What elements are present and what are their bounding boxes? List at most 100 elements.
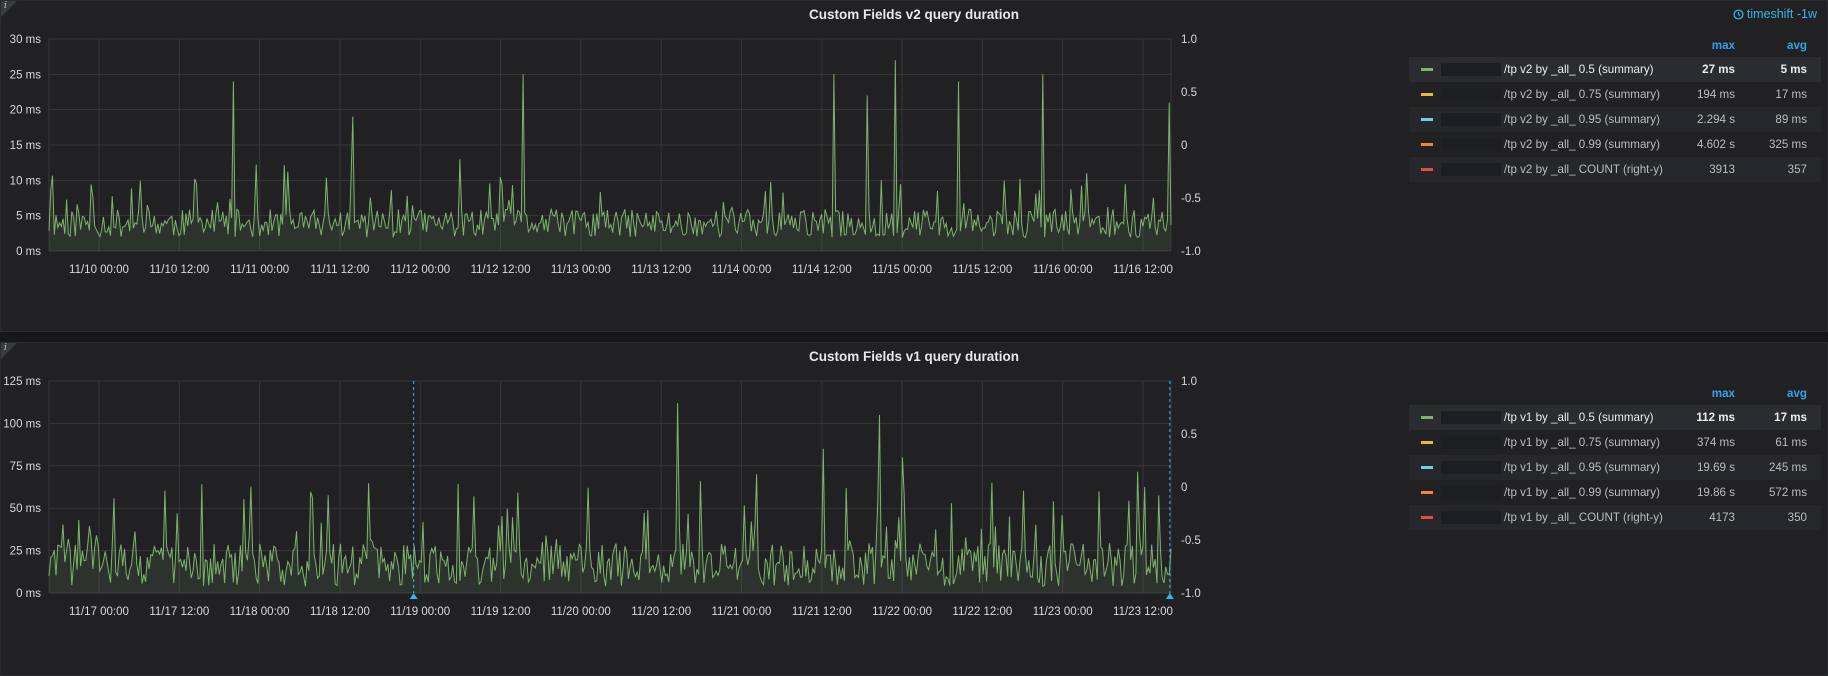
legend-row[interactable]: /tp v1 by _all_ 0.5 (summary) 112 ms 17 … [1409,405,1821,430]
redacted-prefix [1441,113,1501,126]
series-swatch [1421,416,1433,419]
y-left-tick-label: 30 ms [10,34,42,46]
legend-v1: max avg /tp v1 by _all_ 0.5 (summary) 11… [1409,385,1821,530]
info-icon[interactable]: i [4,343,7,353]
panel-info-corner[interactable] [1,343,17,359]
series-swatch [1421,466,1433,469]
y-left-tick-label: 0 ms [16,246,41,258]
legend-max-value: 112 ms [1696,411,1735,424]
x-tick-label: 11/11 00:00 [230,264,289,276]
y-left-tick-label: 25 ms [10,69,42,81]
x-tick-label: 11/19 00:00 [390,606,450,618]
legend-row[interactable]: /tp v2 by _all_ 0.75 (summary) 194 ms 17… [1409,82,1821,107]
legend-avg-header[interactable]: avg [1787,39,1807,52]
legend-series-name: /tp v2 by _all_ 0.5 (summary) [1504,63,1654,76]
legend-avg-value: 17 ms [1775,88,1807,101]
panel-title[interactable]: Custom Fields v2 query duration [808,7,1020,22]
legend-max-value: 4.602 s [1696,138,1735,151]
x-tick-label: 11/12 00:00 [390,264,450,276]
legend-max-header[interactable]: max [1711,39,1735,52]
y-right-tick-label: -1.0 [1181,588,1201,600]
clock-icon [1733,8,1744,20]
x-tick-label: 11/17 00:00 [69,606,129,618]
x-tick-label: 11/20 12:00 [631,606,691,618]
annotation-marker [1165,593,1174,599]
y-right-tick-label: 0.5 [1181,87,1197,99]
legend-header: max avg [1409,37,1821,57]
legend-avg-value: 5 ms [1780,63,1807,76]
legend-row[interactable]: /tp v2 by _all_ COUNT (right-y) 3913 357 [1409,157,1821,182]
x-tick-label: 11/18 00:00 [230,606,290,618]
legend-max-value: 19.69 s [1696,461,1735,474]
y-left-tick-label: 5 ms [16,211,41,223]
x-tick-label: 11/13 00:00 [551,264,611,276]
redacted-prefix [1441,486,1501,499]
graph-v2[interactable]: 30 ms 25 ms 20 ms 15 ms 10 ms 5 ms 0 ms 1.0 0.5 0… [1,27,1371,327]
x-tick-label: 11/16 12:00 [1113,264,1173,276]
legend-avg-value: 89 ms [1775,113,1807,126]
x-tick-label: 11/15 12:00 [952,264,1012,276]
series-swatch [1421,441,1433,444]
panel-info-corner[interactable] [1,1,17,17]
legend-series-name: /tp v1 by _all_ COUNT (right-y) [1504,511,1663,524]
legend-row[interactable]: /tp v1 by _all_ 0.75 (summary) 374 ms 61… [1409,430,1821,455]
legend-max-header[interactable]: max [1711,387,1735,400]
y-right-tick-label: 0 [1181,140,1187,152]
x-tick-label: 11/15 00:00 [872,264,932,276]
y-left-tick-label: 100 ms [3,418,41,430]
x-tick-label: 11/22 12:00 [952,606,1012,618]
info-icon[interactable]: i [4,1,7,11]
x-tick-label: 11/16 00:00 [1033,264,1093,276]
y-left-tick-label: 75 ms [10,461,42,473]
redacted-prefix [1441,63,1501,76]
series-swatch [1421,168,1433,171]
legend-v2: max avg /tp v2 by _all_ 0.5 (summary) 27… [1409,37,1821,182]
redacted-prefix [1441,138,1501,151]
legend-row[interactable]: /tp v1 by _all_ COUNT (right-y) 4173 350 [1409,505,1821,530]
panel-title[interactable]: Custom Fields v1 query duration [808,349,1020,364]
redacted-prefix [1441,436,1501,449]
y-right-tick-label: 0 [1181,482,1187,494]
x-tick-label: 11/22 00:00 [872,606,932,618]
x-tick-label: 11/14 00:00 [712,264,772,276]
series-swatch [1421,491,1433,494]
x-tick-label: 11/12 12:00 [471,264,531,276]
y-left-tick-label: 125 ms [3,376,41,388]
x-tick-label: 11/20 00:00 [551,606,611,618]
legend-avg-value: 572 ms [1768,486,1807,499]
redacted-prefix [1441,88,1501,101]
redacted-prefix [1441,163,1501,176]
y-right-tick-label: 1.0 [1181,34,1197,46]
legend-avg-value: 325 ms [1768,138,1807,151]
legend-avg-header[interactable]: avg [1787,387,1807,400]
legend-row[interactable]: /tp v2 by _all_ 0.95 (summary) 2.294 s 8… [1409,107,1821,132]
legend-row[interactable]: /tp v2 by _all_ 0.99 (summary) 4.602 s 3… [1409,132,1821,157]
legend-series-name: /tp v2 by _all_ COUNT (right-y) [1504,163,1663,176]
legend-avg-value: 61 ms [1775,436,1807,449]
y-left-tick-label: 15 ms [10,140,42,152]
y-left-tick-label: 20 ms [10,105,42,117]
series-swatch [1421,516,1433,519]
x-tick-label: 11/18 12:00 [310,606,370,618]
x-tick-label: 11/21 00:00 [712,606,772,618]
legend-avg-value: 357 [1787,163,1807,176]
legend-max-value: 27 ms [1702,63,1735,76]
series-swatch [1421,118,1433,121]
timeshift-indicator: timeshift -1w [1733,7,1817,21]
x-tick-label: 11/13 12:00 [631,264,691,276]
legend-max-value: 374 ms [1696,436,1735,449]
legend-row[interactable]: /tp v1 by _all_ 0.95 (summary) 19.69 s 2… [1409,455,1821,480]
legend-row[interactable]: /tp v1 by _all_ 0.99 (summary) 19.86 s 5… [1409,480,1821,505]
y-right-tick-label: -0.5 [1181,535,1201,547]
graph-v1[interactable]: 125 ms 100 ms 75 ms 50 ms 25 ms 0 ms 1.0 0.5 0 -0… [1,369,1371,669]
x-tick-label: 11/10 12:00 [149,264,209,276]
annotation-marker [409,593,418,599]
x-tick-label: 11/23 12:00 [1113,606,1173,618]
legend-header: max avg [1409,385,1821,405]
y-right-tick-label: 0.5 [1181,429,1197,441]
panel-v1: i Custom Fields v1 query duration 125 ms… [0,342,1828,676]
panel-v2: i Custom Fields v2 query duration timesh… [0,0,1828,332]
legend-series-name: /tp v1 by _all_ 0.5 (summary) [1504,411,1654,424]
x-tick-label: 11/21 12:00 [792,606,852,618]
legend-row[interactable]: /tp v2 by _all_ 0.5 (summary) 27 ms 5 ms [1409,57,1821,82]
